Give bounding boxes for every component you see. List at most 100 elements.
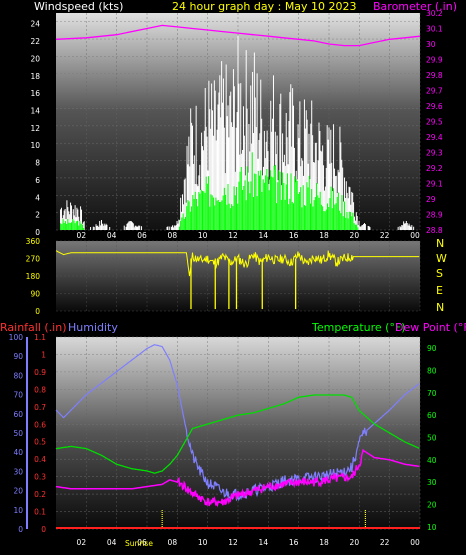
baro-ytick-label: 28.8 (426, 226, 443, 235)
baro-ytick-label: 29.2 (426, 164, 443, 173)
rain-ytick-label: 1.1 (34, 333, 46, 342)
dir-ytick-label: 360 (26, 237, 41, 246)
baro-ytick-label: 29.6 (426, 102, 443, 111)
baro-ytick-label: 28.9 (426, 211, 443, 220)
wind-ytick-label: 0 (35, 228, 40, 237)
baro-ytick-label: 29.5 (426, 118, 443, 127)
rain-ytick-label: 0.3 (34, 473, 46, 482)
rain-axis-label: Rainfall (.in) (0, 321, 67, 334)
wind-xtick-label: 16 (289, 231, 299, 240)
climate-xtick-label: 10 (198, 538, 208, 547)
dir-ytick-label: 270 (26, 255, 41, 264)
compass-label: N (436, 237, 444, 250)
temp-axis-label: Temperature (°F) (311, 321, 406, 334)
compass-label: N (436, 301, 444, 314)
humidity-ytick-label: 30 (13, 467, 23, 476)
wind-xtick-label: 04 (107, 231, 117, 240)
wind-axis-label: Windspeed (kts) (34, 0, 123, 13)
rain-ytick-label: 0.8 (34, 385, 46, 394)
wind-xtick-label: 00 (410, 231, 420, 240)
wind-ytick-label: 18 (30, 72, 40, 81)
humidity-ytick-label: 100 (9, 333, 24, 342)
humidity-ytick-label: 10 (13, 506, 23, 515)
temp-ytick-label: 90 (427, 344, 437, 353)
climate-xtick-label: 22 (380, 538, 390, 547)
wind-ytick-label: 16 (30, 89, 40, 98)
baro-ytick-label: 29.4 (426, 133, 443, 142)
barometer-line (55, 24, 421, 47)
temp-ytick-label: 10 (427, 523, 437, 532)
temp-ytick-label: 30 (427, 478, 437, 487)
sunrise-label: Sunrise (125, 539, 153, 548)
temp-ytick-label: 40 (427, 456, 437, 465)
wind-xtick-label: 06 (137, 231, 147, 240)
climate-xtick-label: 08 (168, 538, 178, 547)
climate-xtick-label: 16 (289, 538, 299, 547)
humidity-ytick-label: 80 (13, 371, 23, 380)
humidity-ytick-label: 70 (13, 391, 23, 400)
climate-xtick-label: 04 (107, 538, 117, 547)
wind-ytick-label: 8 (35, 159, 40, 168)
dew-axis-label: Dew Point (°F) (395, 321, 466, 334)
wind-xtick-label: 02 (77, 231, 87, 240)
climate-xtick-label: 20 (350, 538, 360, 547)
humidity-line (55, 344, 420, 502)
dir-ytick-label: 180 (26, 272, 41, 281)
direction-grid (56, 240, 421, 312)
baro-ytick-label: 30.1 (426, 25, 443, 34)
baro-ytick-label: 29.1 (426, 180, 443, 189)
wind-ytick-label: 20 (30, 54, 40, 63)
temperature-line (55, 394, 420, 474)
rain-ytick-label: 0.2 (34, 490, 46, 499)
rain-ytick-label: 0.1 (34, 508, 46, 517)
rain-ytick-label: 0.7 (34, 403, 46, 412)
wind-xtick-label: 10 (198, 231, 208, 240)
temp-ytick-label: 70 (427, 389, 437, 398)
direction-line (55, 250, 420, 277)
baro-ytick-label: 30 (426, 40, 436, 49)
dir-ytick-label: 0 (35, 307, 40, 316)
rain-ytick-label: 0.9 (34, 368, 46, 377)
climate-xtick-label: 14 (259, 538, 269, 547)
wind-ytick-label: 6 (35, 176, 40, 185)
temp-ytick-label: 80 (427, 366, 437, 375)
baro-ytick-label: 29.8 (426, 71, 443, 80)
rain-ytick-label: 0.5 (34, 438, 46, 447)
humidity-ytick-label: 40 (13, 448, 23, 457)
climate-xtick-label: 02 (77, 538, 87, 547)
wind-ytick-label: 24 (30, 20, 40, 29)
wind-ytick-label: 4 (35, 193, 40, 202)
wind-xtick-label: 20 (350, 231, 360, 240)
wind-ytick-label: 14 (30, 106, 40, 115)
wind-marks (55, 24, 421, 230)
wind-xtick-label: 18 (319, 231, 329, 240)
humidity-ytick-label: 50 (13, 429, 23, 438)
chart-title: 24 hour graph day : May 10 2023 (172, 0, 357, 13)
compass-label: W (436, 252, 447, 265)
wind-xtick-label: 08 (168, 231, 178, 240)
humidity-ytick-label: 60 (13, 410, 23, 419)
humidity-ytick-label: 0 (18, 525, 23, 534)
rain-ytick-label: 0 (41, 525, 46, 534)
climate-xtick-label: 06 (137, 538, 147, 547)
baro-ytick-label: 29.7 (426, 87, 443, 96)
climate-marks (55, 344, 420, 529)
baro-axis-label: Barometer (.in) (373, 0, 457, 13)
wind-xtick-label: 14 (259, 231, 269, 240)
direction-marks (55, 250, 420, 310)
wind-xtick-label: 12 (228, 231, 238, 240)
wind-ytick-label: 12 (30, 124, 40, 133)
humidity-ytick-label: 20 (13, 487, 23, 496)
baro-ytick-label: 29.3 (426, 149, 443, 158)
climate-xtick-label: 00 (410, 538, 420, 547)
temp-ytick-label: 20 (427, 500, 437, 509)
compass-label: E (436, 284, 443, 297)
baro-ytick-label: 30.2 (426, 9, 443, 18)
rain-ytick-label: 0.6 (34, 420, 46, 429)
rain-ytick-label: 1 (41, 350, 46, 359)
compass-label: S (436, 267, 443, 280)
axis-ticks: 02468101214161820222428.828.92929.129.22… (9, 9, 447, 547)
baro-ytick-label: 29.9 (426, 56, 443, 65)
baro-ytick-label: 29 (426, 195, 436, 204)
